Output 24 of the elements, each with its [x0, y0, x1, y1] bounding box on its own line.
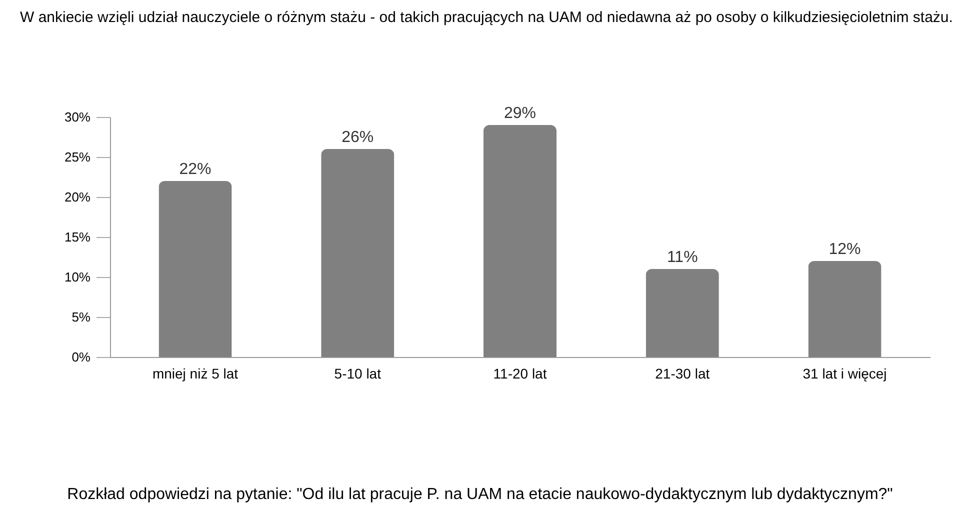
data-label: 12%	[828, 241, 861, 258]
y-tick-label: 15%	[64, 230, 91, 244]
data-label: 29%	[504, 105, 536, 122]
bar	[483, 125, 557, 357]
y-tick-label: 5%	[72, 310, 91, 324]
bar	[646, 269, 719, 357]
x-tick-label: 5-10 lat	[334, 366, 382, 382]
y-tick-label: 0%	[72, 350, 91, 364]
x-tick-label: 31 lat i więcej	[802, 366, 887, 382]
bar	[158, 181, 232, 357]
x-tick-label: 11-20 lat	[493, 366, 547, 382]
x-tick-label: mniej niż 5 lat	[152, 366, 238, 382]
y-tick-label: 30%	[64, 110, 91, 124]
bar	[321, 149, 394, 357]
y-tick-label: 25%	[64, 150, 91, 164]
data-label: 26%	[342, 129, 374, 146]
text: Rozkład odpowiedzi na pytanie: "Od ilu lat pracuje P. na UAM na etacie naukowo-dydaktycznym lub dydaktycznym?"	[66, 486, 894, 504]
y-tick-label: 20%	[64, 190, 91, 204]
data-label: 11%	[666, 249, 698, 266]
bar	[808, 261, 882, 357]
y-tick-label: 10%	[64, 270, 91, 284]
chart-title: W ankiecie wzięli udział nauczyciele o różnym stażu - od takich pracujących na UAM od niedawna aż po osoby o kilkudziesięcioletnim stażu.	[20, 9, 953, 26]
x-tick-label: 21-30 lat	[655, 366, 710, 382]
data-label: 22%	[179, 161, 212, 178]
